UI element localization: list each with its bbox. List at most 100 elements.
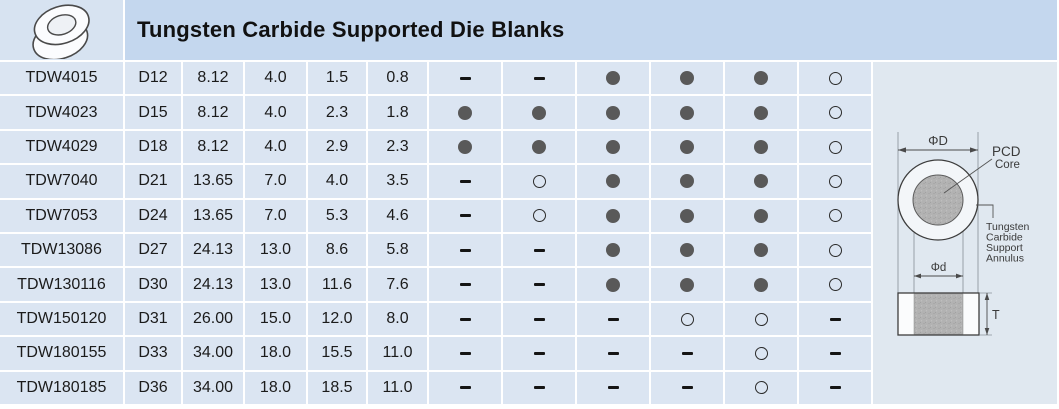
dimension-cell: 13.65	[183, 165, 243, 198]
availability-cell	[799, 234, 871, 267]
table-row: TDW130116 D30 24.13 13.0 11.6 7.6	[0, 268, 871, 301]
availability-cell	[577, 302, 649, 336]
dimension-cell: 24.13	[183, 234, 243, 267]
availability-cell	[577, 62, 649, 95]
dash-symbol-icon	[459, 386, 471, 390]
availability-cell	[577, 130, 649, 164]
product-code-cell: TDW7040	[0, 165, 123, 198]
availability-cell	[429, 96, 501, 129]
filled-symbol-icon	[754, 71, 768, 86]
dimension-cell: 8.12	[183, 130, 243, 164]
dimension-cell: 2.3	[368, 130, 427, 164]
dimension-cell: 4.0	[308, 165, 366, 198]
open-symbol-icon	[680, 312, 694, 326]
availability-cell	[429, 165, 501, 198]
availability-cell	[503, 268, 575, 301]
product-code-cell: TDW180155	[0, 337, 123, 370]
open-symbol-icon	[828, 71, 842, 85]
dimension-cell: 8.12	[183, 62, 243, 95]
availability-cell	[725, 268, 797, 301]
table-row: TDW150120 D31 26.00 15.0 12.0 8.0	[0, 302, 871, 336]
availability-cell	[725, 130, 797, 164]
availability-cell	[725, 371, 797, 405]
dimension-cell: 5.8	[368, 234, 427, 267]
die-blank-icon-cell	[0, 0, 123, 60]
availability-cell	[725, 234, 797, 267]
open-symbol-icon	[828, 243, 842, 257]
open-symbol-icon	[828, 140, 842, 154]
filled-symbol-icon	[532, 140, 546, 155]
availability-cell	[799, 130, 871, 164]
open-symbol-icon	[828, 106, 842, 120]
dimension-cell: 8.6	[308, 234, 366, 267]
filled-symbol-icon	[680, 140, 694, 155]
availability-cell	[799, 302, 871, 336]
core-diameter-label: Φd	[931, 262, 947, 274]
dash-symbol-icon	[459, 214, 471, 218]
product-code-cell: TDW13086	[0, 234, 123, 267]
die-size-cell: D36	[125, 371, 181, 405]
table-row: TDW180185 D36 34.00 18.0 18.5 11.0	[0, 371, 871, 405]
dimension-cell: 7.0	[245, 199, 306, 233]
filled-symbol-icon	[458, 105, 472, 120]
dimension-cell: 8.12	[183, 96, 243, 129]
filled-symbol-icon	[606, 243, 620, 258]
die-blank-icon	[31, 4, 90, 59]
annulus-label-line2: Carbide	[986, 232, 1023, 244]
availability-cell	[577, 199, 649, 233]
dimension-cell: 13.0	[245, 234, 306, 267]
dimension-cell: 26.00	[183, 302, 243, 336]
availability-cell	[725, 62, 797, 95]
dash-symbol-icon	[607, 351, 619, 355]
availability-cell	[725, 96, 797, 129]
pcd-core-label: PCD	[992, 144, 1021, 159]
availability-cell	[799, 371, 871, 405]
dimension-cell: 2.3	[308, 96, 366, 129]
thickness-label: T	[992, 308, 1000, 322]
open-symbol-icon	[828, 174, 842, 188]
filled-symbol-icon	[754, 243, 768, 258]
dimension-cell: 13.0	[245, 268, 306, 301]
dash-symbol-icon	[829, 317, 841, 321]
availability-cell	[725, 199, 797, 233]
outer-diameter-label: ΦD	[928, 133, 948, 148]
availability-cell	[651, 302, 723, 336]
filled-symbol-icon	[606, 174, 620, 189]
dash-symbol-icon	[459, 76, 471, 80]
dash-symbol-icon	[459, 179, 471, 183]
table-row: TDW4029 D18 8.12 4.0 2.9 2.3	[0, 130, 871, 164]
dash-symbol-icon	[533, 351, 545, 355]
open-symbol-icon	[754, 381, 768, 395]
availability-cell	[577, 371, 649, 405]
filled-symbol-icon	[606, 140, 620, 155]
dash-symbol-icon	[681, 386, 693, 390]
filled-symbol-icon	[754, 174, 768, 189]
dimension-cell: 1.8	[368, 96, 427, 129]
table-row: TDW4023 D15 8.12 4.0 2.3 1.8	[0, 96, 871, 129]
filled-symbol-icon	[754, 277, 768, 292]
spec-table: TDW4015 D12 8.12 4.0 1.5 0.8 TDW4023 D15 8.12 4.0…	[0, 62, 871, 405]
availability-cell	[577, 268, 649, 301]
dimension-cell: 7.6	[368, 268, 427, 301]
availability-cell	[429, 62, 501, 95]
table-row: TDW4015 D12 8.12 4.0 1.5 0.8	[0, 62, 871, 95]
availability-cell	[799, 268, 871, 301]
dash-symbol-icon	[459, 283, 471, 287]
dimension-cell: 3.5	[368, 165, 427, 198]
die-size-cell: D30	[125, 268, 181, 301]
availability-cell	[651, 199, 723, 233]
filled-symbol-icon	[754, 208, 768, 223]
availability-cell	[503, 199, 575, 233]
open-symbol-icon	[532, 209, 546, 223]
availability-cell	[503, 337, 575, 370]
availability-cell	[725, 165, 797, 198]
table-row: TDW7040 D21 13.65 7.0 4.0 3.5	[0, 165, 871, 198]
dimension-cell: 34.00	[183, 337, 243, 370]
product-code-cell: TDW4015	[0, 62, 123, 95]
availability-cell	[503, 302, 575, 336]
die-size-cell: D18	[125, 130, 181, 164]
availability-cell	[651, 234, 723, 267]
availability-cell	[503, 234, 575, 267]
dimension-cell: 15.0	[245, 302, 306, 336]
